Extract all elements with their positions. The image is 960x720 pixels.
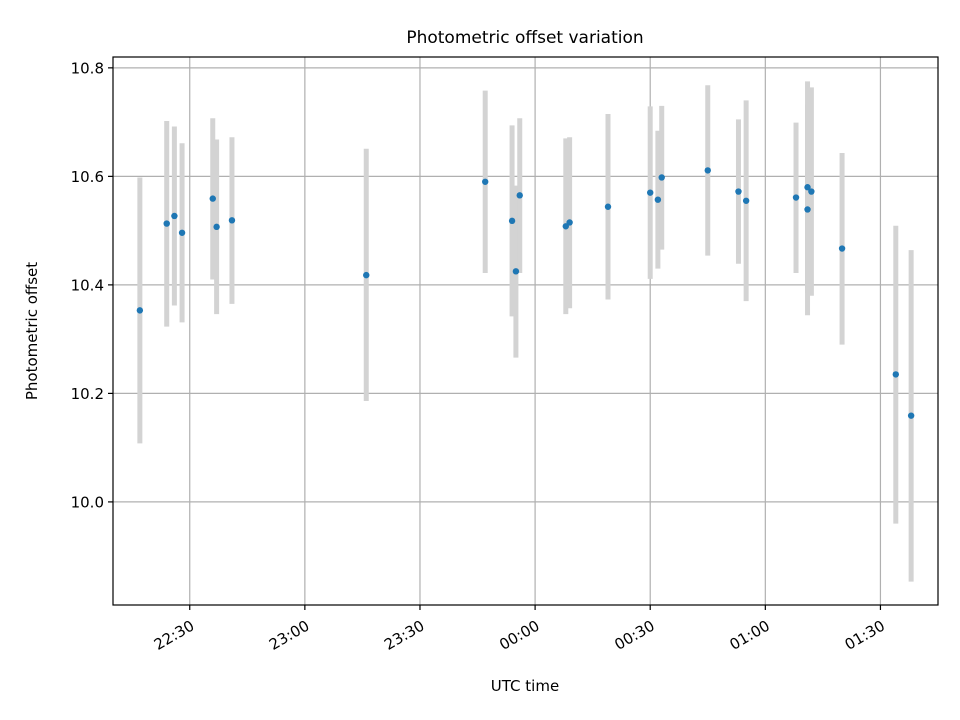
y-tick-label: 10.0 <box>71 493 104 511</box>
data-point <box>647 189 654 196</box>
data-point <box>654 196 662 203</box>
data-point <box>658 174 665 181</box>
data-point <box>512 268 520 275</box>
data-point <box>163 220 170 227</box>
y-tick-label: 10.2 <box>71 385 104 403</box>
data-point <box>482 178 489 185</box>
y-tick-label: 10.8 <box>71 59 104 77</box>
y-tick-label: 10.6 <box>71 168 104 186</box>
data-point <box>808 188 815 195</box>
data-point <box>907 412 915 419</box>
data-point <box>892 371 899 378</box>
data-point <box>136 307 144 314</box>
data-point <box>838 245 846 252</box>
data-point <box>508 217 516 225</box>
y-tick-label: 10.4 <box>71 276 104 294</box>
data-point <box>213 223 220 231</box>
data-point <box>792 194 800 201</box>
data-point <box>171 212 178 220</box>
data-point <box>566 219 573 226</box>
data-point <box>363 271 370 279</box>
data-point <box>228 217 236 224</box>
data-point <box>742 197 750 204</box>
grid-lines <box>113 57 938 605</box>
data-point <box>209 195 216 202</box>
y-axis-label: Photometric offset <box>23 262 41 400</box>
data-points <box>136 167 915 419</box>
y-axis-ticks: 10.0 10.2 10.4 10.6 10.8 <box>71 59 113 511</box>
data-point <box>516 192 523 199</box>
plot-area-frame <box>112 56 939 606</box>
chart-title: Photometric offset variation <box>406 28 643 48</box>
data-point <box>804 184 811 191</box>
data-point <box>704 167 711 174</box>
x-axis-label: UTC time <box>491 677 559 695</box>
data-point <box>604 203 612 210</box>
data-point <box>735 188 742 195</box>
data-point <box>804 206 811 213</box>
data-point <box>178 229 186 236</box>
